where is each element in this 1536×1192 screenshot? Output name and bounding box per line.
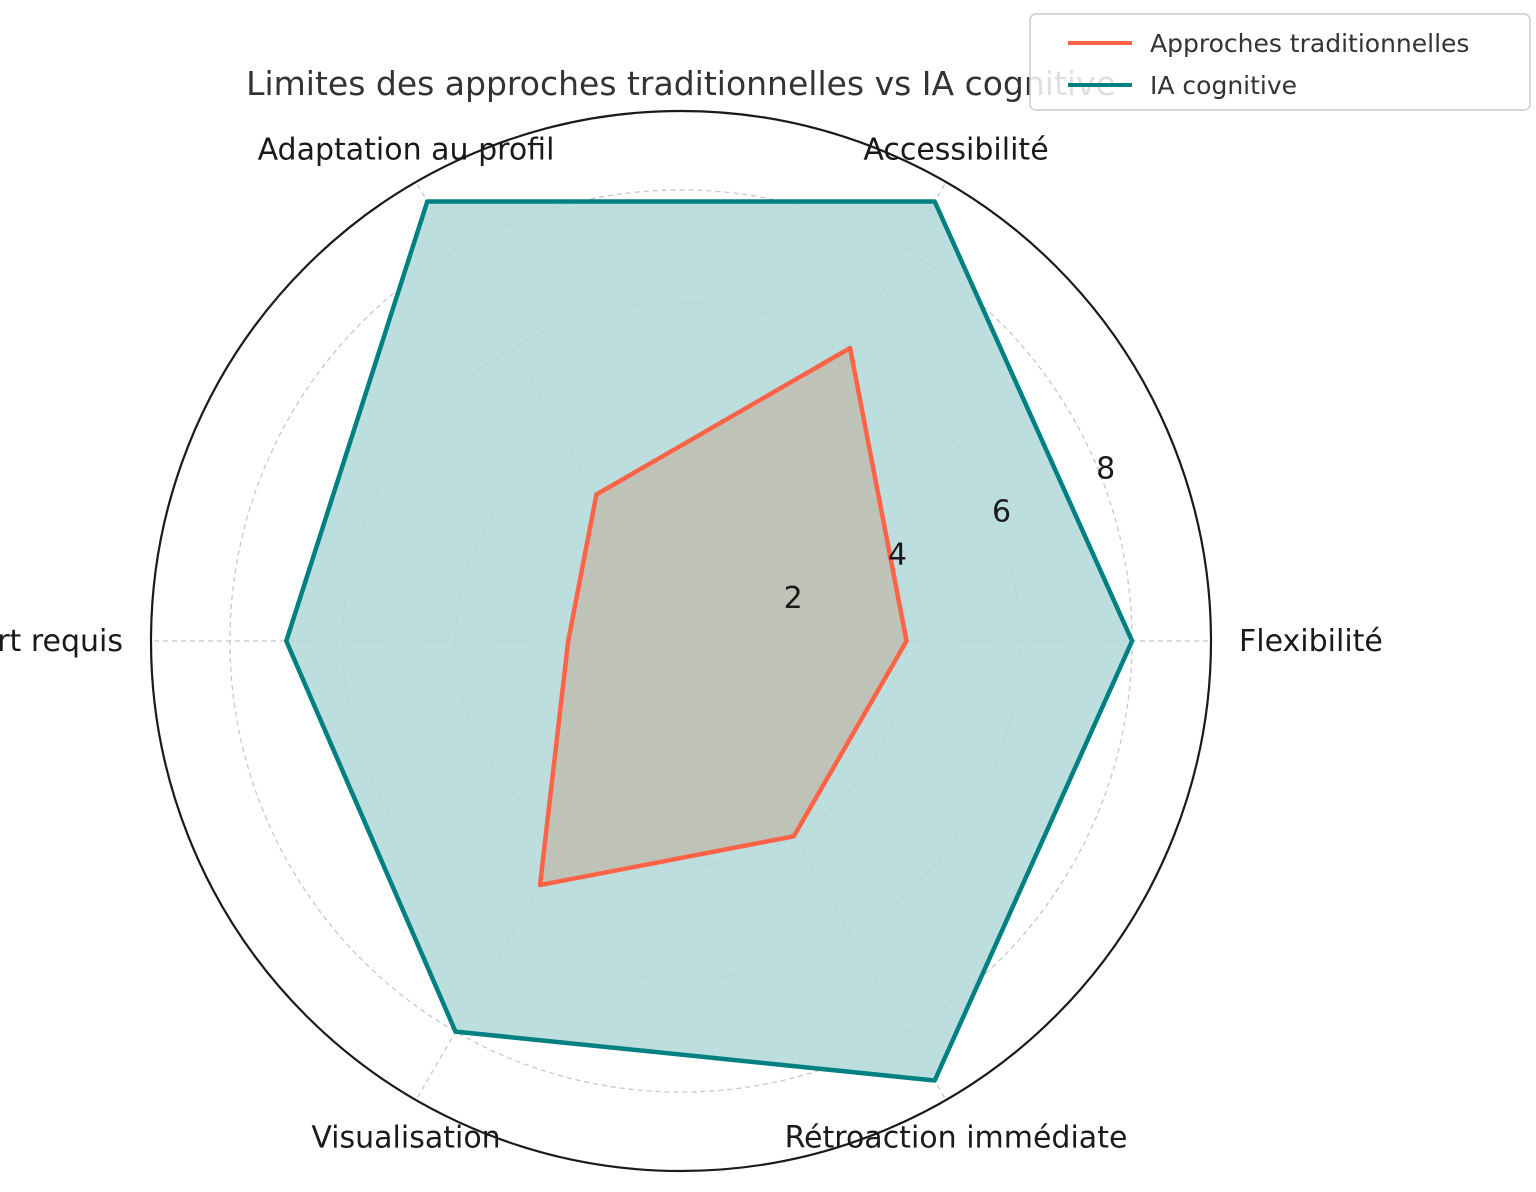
series-line-0 <box>537 345 909 888</box>
axis-label-2: Adaptation au profil <box>258 133 555 168</box>
legend: Approches traditionnelles IA cognitive <box>1029 13 1531 111</box>
axis-label-4: Visualisation <box>311 1120 500 1155</box>
legend-label-ia: IA cognitive <box>1150 71 1297 100</box>
radial-tick-4: 4 <box>888 538 907 573</box>
radial-tick-8: 8 <box>1096 451 1115 486</box>
series-group <box>284 199 1135 1083</box>
series-line-1 <box>284 199 1135 1083</box>
series-area-0 <box>540 348 907 886</box>
chart-title: Limites des approches traditionnelles vs… <box>246 64 1116 103</box>
outer-frame <box>149 109 1213 1173</box>
axis-label-3: Effort requis <box>0 624 123 659</box>
legend-label-traditional: Approches traditionnelles <box>1150 29 1469 58</box>
radial-tick-labels: 2 4 6 8 <box>784 451 1116 615</box>
legend-box <box>1029 13 1531 111</box>
axis-label-0: Flexibilité <box>1239 624 1383 659</box>
radial-tick-2: 2 <box>784 581 803 616</box>
radial-tick-6: 6 <box>992 495 1011 530</box>
axis-label-5: Rétroaction immédiate <box>785 1120 1128 1155</box>
axis-labels: Flexibilité Accessibilité Adaptation au pr… <box>0 133 1383 1156</box>
axis-label-1: Accessibilité <box>863 133 1048 168</box>
